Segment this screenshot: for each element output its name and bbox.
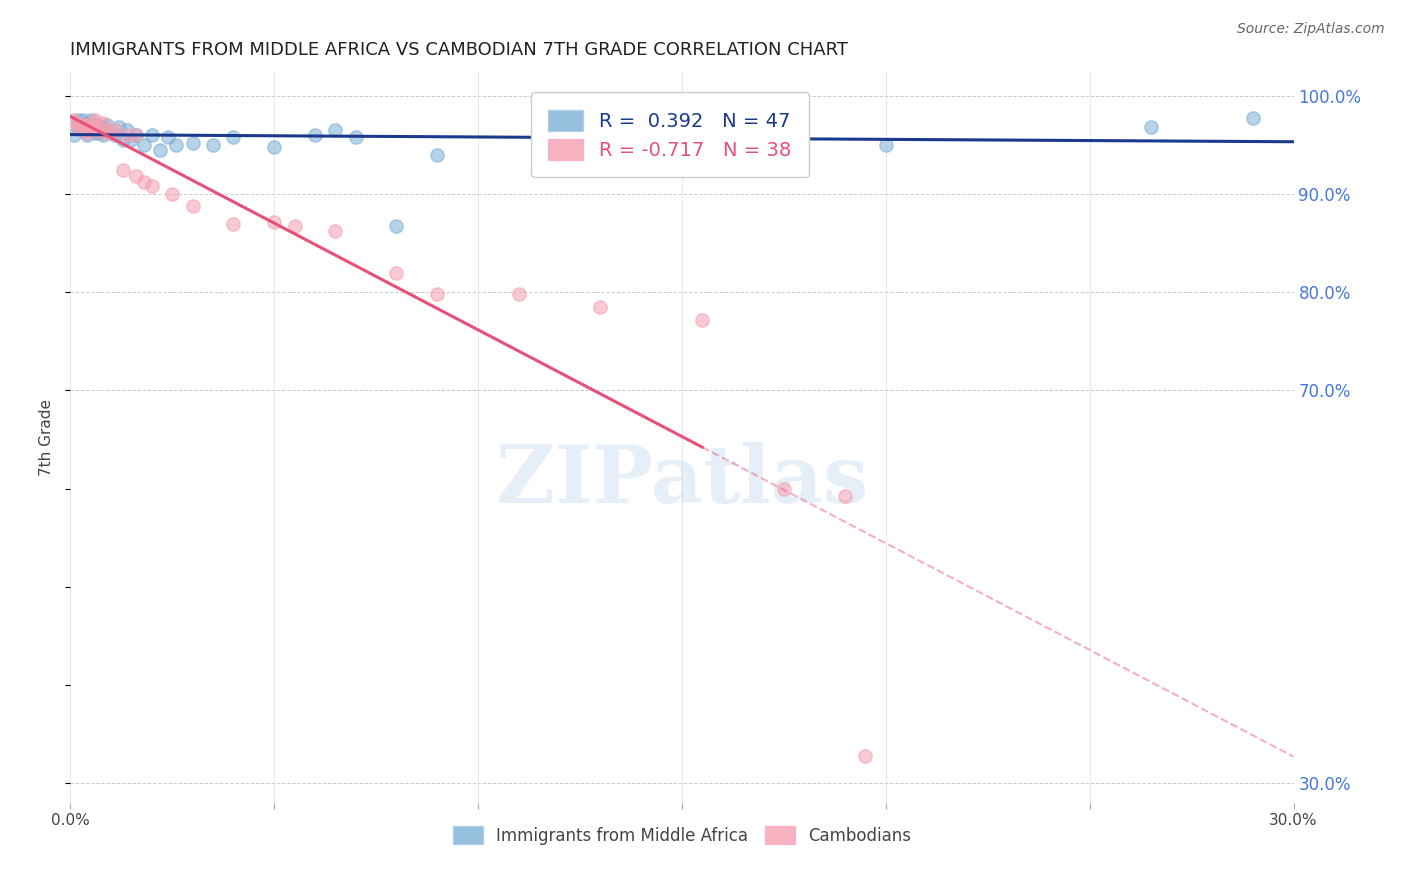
Point [67, 116, 90, 130]
Point [385, 219, 408, 233]
Point [91, 128, 114, 143]
Point [1139, 120, 1161, 135]
Point [100, 126, 122, 140]
Point [72, 123, 94, 137]
Point [87, 123, 110, 137]
Text: ZIPatlas: ZIPatlas [496, 442, 868, 520]
Point [76, 126, 98, 140]
Point [548, 140, 571, 154]
Point [222, 217, 245, 231]
Point [83, 126, 105, 140]
Point [630, 130, 652, 145]
Point [855, 748, 877, 763]
Point [83, 119, 105, 133]
Point [104, 128, 127, 143]
Point [79, 120, 103, 135]
Point [508, 287, 530, 301]
Point [124, 128, 146, 143]
Point [96, 119, 118, 133]
Point [87, 123, 110, 137]
Point [100, 126, 122, 140]
Point [67, 120, 90, 135]
Point [773, 482, 796, 496]
Point [72, 113, 94, 128]
Point [79, 116, 103, 130]
Legend: Immigrants from Middle Africa, Cambodians: Immigrants from Middle Africa, Cambodian… [444, 818, 920, 853]
Point [124, 128, 146, 143]
Point [76, 128, 98, 143]
Point [67, 113, 90, 128]
Point [263, 214, 285, 228]
Point [181, 199, 204, 213]
Point [149, 143, 172, 157]
Point [63, 113, 86, 128]
Point [104, 123, 127, 137]
Point [112, 133, 135, 147]
Point [690, 312, 713, 326]
Point [83, 113, 105, 128]
Point [157, 130, 180, 145]
Point [87, 119, 110, 133]
Text: IMMIGRANTS FROM MIDDLE AFRICA VS CAMBODIAN 7TH GRADE CORRELATION CHART: IMMIGRANTS FROM MIDDLE AFRICA VS CAMBODI… [70, 41, 848, 59]
Text: Source: ZipAtlas.com: Source: ZipAtlas.com [1237, 22, 1385, 37]
Point [132, 138, 155, 153]
Point [426, 148, 449, 162]
Point [83, 120, 105, 135]
Point [141, 179, 163, 194]
Point [181, 136, 204, 150]
Point [323, 123, 347, 137]
Point [344, 130, 367, 145]
Point [83, 120, 105, 135]
Point [222, 130, 245, 145]
Point [426, 287, 449, 301]
Point [108, 120, 131, 135]
Point [96, 123, 118, 137]
Point [202, 138, 225, 153]
Point [96, 123, 118, 137]
Point [284, 219, 307, 233]
Point [124, 169, 146, 184]
Point [711, 123, 734, 137]
Point [834, 490, 856, 504]
Point [132, 175, 155, 189]
Point [385, 266, 408, 280]
Point [91, 126, 114, 140]
Point [76, 120, 98, 135]
Point [67, 120, 90, 135]
Point [263, 140, 285, 154]
Point [162, 187, 183, 202]
Point [165, 138, 187, 153]
Point [117, 123, 139, 137]
Point [72, 119, 94, 133]
Point [875, 138, 897, 153]
Point [121, 133, 143, 147]
Point [72, 123, 94, 137]
Point [589, 300, 612, 314]
Point [323, 224, 347, 238]
Point [72, 119, 94, 133]
Point [141, 128, 163, 143]
Point [1241, 111, 1264, 125]
Point [304, 128, 326, 143]
Point [76, 116, 98, 130]
Point [117, 128, 139, 143]
Point [112, 162, 135, 177]
Point [63, 128, 86, 143]
Point [91, 116, 114, 130]
Point [79, 123, 103, 137]
Y-axis label: 7th Grade: 7th Grade [39, 399, 55, 475]
Point [79, 113, 103, 128]
Point [87, 126, 110, 140]
Point [76, 120, 98, 135]
Point [91, 120, 114, 135]
